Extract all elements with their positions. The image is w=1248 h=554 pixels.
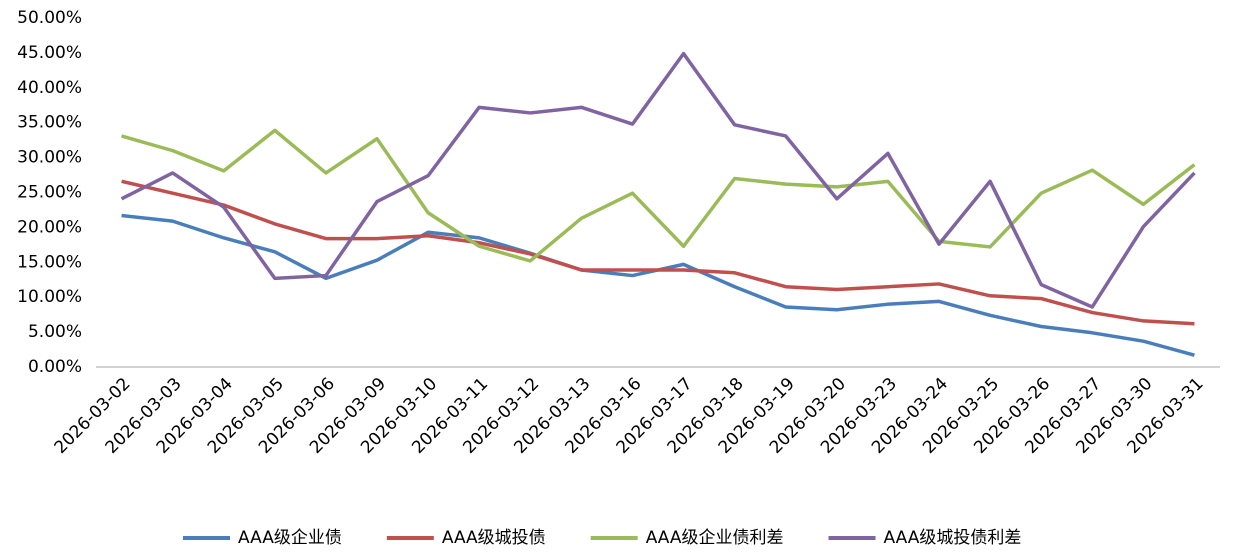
series-line — [121, 128, 1196, 263]
y-tick-label: 15.00% — [17, 252, 82, 272]
series-line — [121, 179, 1195, 326]
y-tick-label: 20.00% — [17, 217, 82, 237]
y-tick-label: 40.00% — [17, 78, 82, 98]
legend-label: AAA级企业债 — [238, 528, 342, 548]
series-line — [121, 213, 1195, 357]
y-tick-label: 10.00% — [17, 287, 82, 307]
y-tick-label: 25.00% — [17, 183, 82, 203]
y-tick-label: 45.00% — [17, 43, 82, 63]
legend-label: AAA级城投债 — [442, 528, 546, 548]
series-line — [120, 51, 1196, 309]
y-tick-label: 5.00% — [28, 322, 82, 342]
y-tick-label: 0.00% — [28, 357, 82, 377]
y-tick-label: 35.00% — [17, 113, 82, 133]
y-tick-label: 50.00% — [17, 8, 82, 28]
legend-label: AAA级企业债利差 — [646, 528, 784, 548]
y-tick-label: 30.00% — [17, 148, 82, 168]
legend-label: AAA级城投债利差 — [884, 528, 1022, 548]
